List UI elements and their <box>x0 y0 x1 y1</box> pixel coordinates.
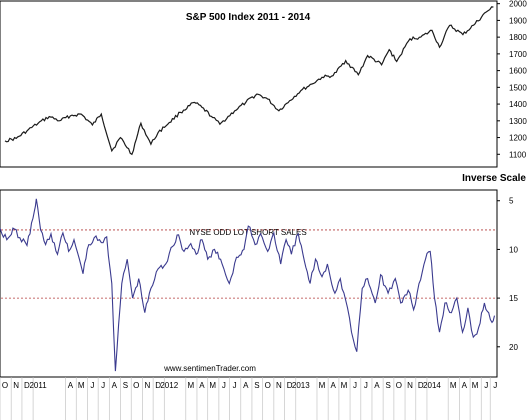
x-tick-label: J <box>233 381 237 390</box>
top-y-tick-label: 1200 <box>509 134 527 143</box>
x-tick-label: J <box>90 381 94 390</box>
x-tick-label: 2014 <box>423 381 441 390</box>
x-tick-label: S <box>123 381 128 390</box>
top-y-tick-label: 1300 <box>509 117 527 126</box>
bottom-y-tick-label: 15 <box>509 294 518 303</box>
bottom-panel-frame <box>0 189 498 378</box>
x-tick-label: S <box>385 381 390 390</box>
x-tick-label: A <box>330 381 336 390</box>
x-tick-label: J <box>484 381 488 390</box>
x-tick-label: N <box>276 381 282 390</box>
x-tick-label: D <box>24 381 30 390</box>
top-y-tick-label: 1100 <box>509 150 527 159</box>
x-tick-label: O <box>265 381 271 390</box>
watermark: www.sentimenTrader.com <box>163 364 256 373</box>
reference-lines <box>1 229 497 299</box>
x-tick-label: N <box>13 381 19 390</box>
x-tick-label: J <box>353 381 357 390</box>
x-tick-label: N <box>144 381 150 390</box>
x-tick-label: J <box>222 381 226 390</box>
x-tick-label: A <box>68 381 74 390</box>
x-tick-label: O <box>396 381 402 390</box>
top-y-tick-label: 1800 <box>509 33 527 42</box>
x-axis: O N D 2011 A M J J A S O N D 2012 M A M J J A S O N D 2013 M A M J J A… <box>0 377 497 420</box>
top-y-tick-label: 1700 <box>509 50 527 59</box>
top-y-tick-label: 1500 <box>509 83 527 92</box>
x-tick-label: M <box>450 381 457 390</box>
x-tick-label: M <box>319 381 326 390</box>
x-tick-label: A <box>374 381 380 390</box>
top-chart-title: S&P 500 Index 2011 - 2014 <box>186 12 311 23</box>
x-tick-label: D <box>287 381 293 390</box>
sp500-series-line <box>4 6 494 156</box>
x-tick-label: 2012 <box>160 381 178 390</box>
x-tick-label: M <box>472 381 479 390</box>
x-tick-label: O <box>133 381 139 390</box>
top-y-tick-label: 1600 <box>509 67 527 76</box>
x-tick-label: A <box>243 381 249 390</box>
x-tick-label: S <box>254 381 259 390</box>
x-tick-label: M <box>341 381 348 390</box>
x-tick-label: J <box>364 381 368 390</box>
x-tick-label: N <box>407 381 413 390</box>
x-tick-label: 2013 <box>292 381 310 390</box>
x-tick-label: J <box>101 381 105 390</box>
inverse-scale-label: Inverse Scale <box>462 173 526 184</box>
x-tick-label: A <box>112 381 118 390</box>
x-tick-label: D <box>155 381 161 390</box>
bottom-y-tick-label: 10 <box>509 245 518 254</box>
x-tick-label: A <box>462 381 468 390</box>
bottom-y-tick-label: 5 <box>509 197 514 206</box>
top-y-tick-label: 1400 <box>509 100 527 109</box>
x-tick-label: M <box>187 381 194 390</box>
bottom-y-axis: 5 10 15 20 <box>497 197 518 352</box>
top-panel-frame <box>0 0 498 168</box>
x-tick-label: D <box>418 381 424 390</box>
top-y-axis: 2000 1900 1800 1700 1600 1500 1400 1300 1200 1100 <box>497 0 527 159</box>
bottom-chart-title: NYSE ODD LOT SHORT SALES <box>189 228 306 237</box>
x-tick-label: M <box>78 381 85 390</box>
x-tick-label: J <box>493 381 497 390</box>
x-tick-label: O <box>2 381 8 390</box>
x-tick-label: A <box>199 381 205 390</box>
bottom-y-tick-label: 20 <box>509 343 518 352</box>
top-y-tick-label: 1900 <box>509 16 527 25</box>
x-tick-label: 2011 <box>29 381 47 390</box>
x-tick-label: M <box>209 381 216 390</box>
top-y-tick-label: 2000 <box>509 0 527 9</box>
odd-lot-series-line <box>0 198 496 372</box>
